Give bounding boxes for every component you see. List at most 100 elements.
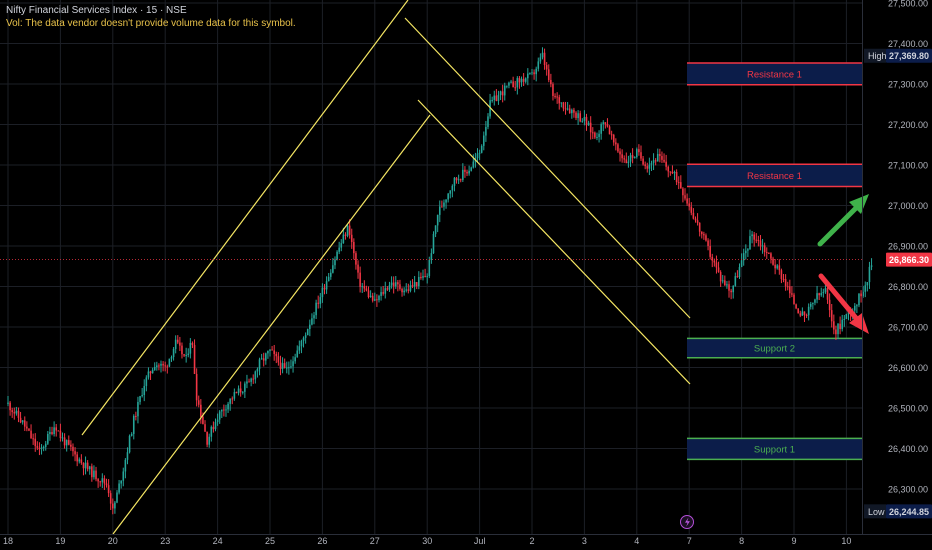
- candle-bull: [172, 348, 175, 358]
- candle-bear: [669, 171, 672, 173]
- candle-bear: [455, 177, 458, 181]
- candle-bear: [543, 52, 546, 66]
- candle-bull: [445, 199, 447, 203]
- price-tick-label: 26,800.00: [888, 282, 928, 292]
- candle-bull: [566, 108, 569, 110]
- price-tick-label: 26,400.00: [888, 444, 928, 454]
- candle-bear: [26, 426, 28, 429]
- candle-bear: [690, 206, 693, 213]
- candle-bull: [503, 85, 506, 96]
- candle-bear: [74, 451, 76, 455]
- candle-bear: [671, 171, 674, 174]
- price-tick-label: 26,500.00: [888, 404, 928, 414]
- candle-bear: [591, 132, 594, 134]
- candle-bear: [694, 218, 697, 221]
- candle-bull: [225, 409, 227, 411]
- time-tick-label: 24: [213, 536, 223, 546]
- candle-bull: [88, 466, 91, 470]
- candle-bear: [86, 462, 89, 470]
- high-price-tag: High 27,369.80: [864, 48, 932, 63]
- candle-bear: [239, 388, 242, 393]
- candle-bull: [761, 245, 764, 247]
- candle-bear: [162, 363, 164, 366]
- candle-bear: [522, 78, 525, 82]
- candle-bull: [734, 276, 737, 286]
- candle-bull: [438, 206, 441, 215]
- candle-bear: [799, 313, 802, 316]
- candle-bear: [105, 483, 108, 486]
- candle-bear: [411, 285, 414, 287]
- candle-bear: [646, 166, 649, 169]
- candle-bull: [738, 267, 741, 278]
- candle-bull: [751, 234, 753, 237]
- candle-bear: [688, 203, 690, 207]
- candle-bear: [585, 116, 588, 126]
- candle-bear: [397, 282, 399, 285]
- candle-bull: [361, 286, 364, 288]
- candle-bull: [292, 361, 294, 367]
- candle-bull: [174, 339, 177, 349]
- candle-bull: [300, 340, 303, 347]
- candle-bull: [581, 120, 584, 122]
- candle-bull: [436, 214, 439, 226]
- candle-bull: [583, 116, 586, 121]
- candle-bear: [204, 424, 206, 432]
- candle-bear: [464, 169, 466, 172]
- candle-bear: [631, 155, 634, 158]
- resistance-zone-label: Resistance 1: [747, 171, 802, 182]
- candle-bear: [202, 416, 204, 425]
- candle-bear: [262, 358, 265, 361]
- candle-bear: [235, 392, 238, 394]
- time-axis[interactable]: 18 19 20 23 24 25 26 27 30 Jul 2 3 4 7 8 9 10: [0, 534, 932, 547]
- candle-bear: [279, 362, 282, 369]
- candle-bull: [315, 302, 317, 316]
- candle-bull: [61, 437, 64, 439]
- candle-bull: [132, 415, 135, 434]
- candle-bull: [468, 170, 470, 174]
- candle-bull: [862, 291, 864, 297]
- price-axis[interactable]: 26,300.00 26,400.00 26,500.00 26,600.00 26,7…: [862, 0, 929, 534]
- candle-bull: [413, 282, 416, 287]
- candle-bear: [644, 164, 646, 167]
- candle-bull: [820, 293, 823, 296]
- candle-bull: [476, 153, 479, 159]
- candle-bull: [571, 109, 573, 114]
- candle-bear: [30, 430, 32, 439]
- candle-bull: [434, 225, 437, 234]
- candle-bull: [342, 234, 345, 244]
- candle-bear: [717, 267, 720, 273]
- candle-bear: [835, 329, 837, 335]
- price-tick-label: 27,100.00: [888, 161, 928, 171]
- candle-bull: [122, 471, 125, 481]
- candles: [7, 47, 873, 515]
- candle-bull: [311, 318, 313, 325]
- candle-bear: [562, 102, 565, 109]
- candle-bull: [145, 377, 148, 386]
- low-price-tag-value: 26,244.85: [889, 507, 929, 517]
- candle-bull: [721, 280, 724, 282]
- lightning-icon[interactable]: [680, 515, 694, 529]
- support-resistance-zones: Resistance 1 Resistance 1 Support 2 Support…: [687, 62, 862, 461]
- candle-bear: [698, 222, 701, 232]
- candle-bull: [673, 171, 676, 174]
- time-tick-label: 18: [3, 536, 13, 546]
- channel-line: [404, 17, 691, 319]
- candle-bull: [485, 126, 487, 136]
- symbol-title[interactable]: Nifty Financial Services Index · 15 · NS…: [6, 5, 187, 16]
- candle-bull: [598, 133, 600, 137]
- candle-bear: [661, 156, 663, 160]
- low-price-tag-prefix: Low: [868, 507, 885, 517]
- candle-bull: [822, 291, 825, 294]
- candle-bear: [382, 292, 384, 294]
- candle-bear: [663, 159, 665, 162]
- volume-note: Vol: The data vendor doesn't provide vol…: [6, 18, 296, 29]
- candle-bear: [158, 365, 160, 367]
- candle-bull: [462, 169, 464, 180]
- time-tick-label: 9: [791, 536, 796, 546]
- candle-bear: [797, 308, 799, 314]
- candle-bear: [818, 293, 820, 296]
- candle-bull: [208, 436, 211, 445]
- candle-bull: [560, 102, 563, 104]
- candle-bear: [38, 447, 41, 450]
